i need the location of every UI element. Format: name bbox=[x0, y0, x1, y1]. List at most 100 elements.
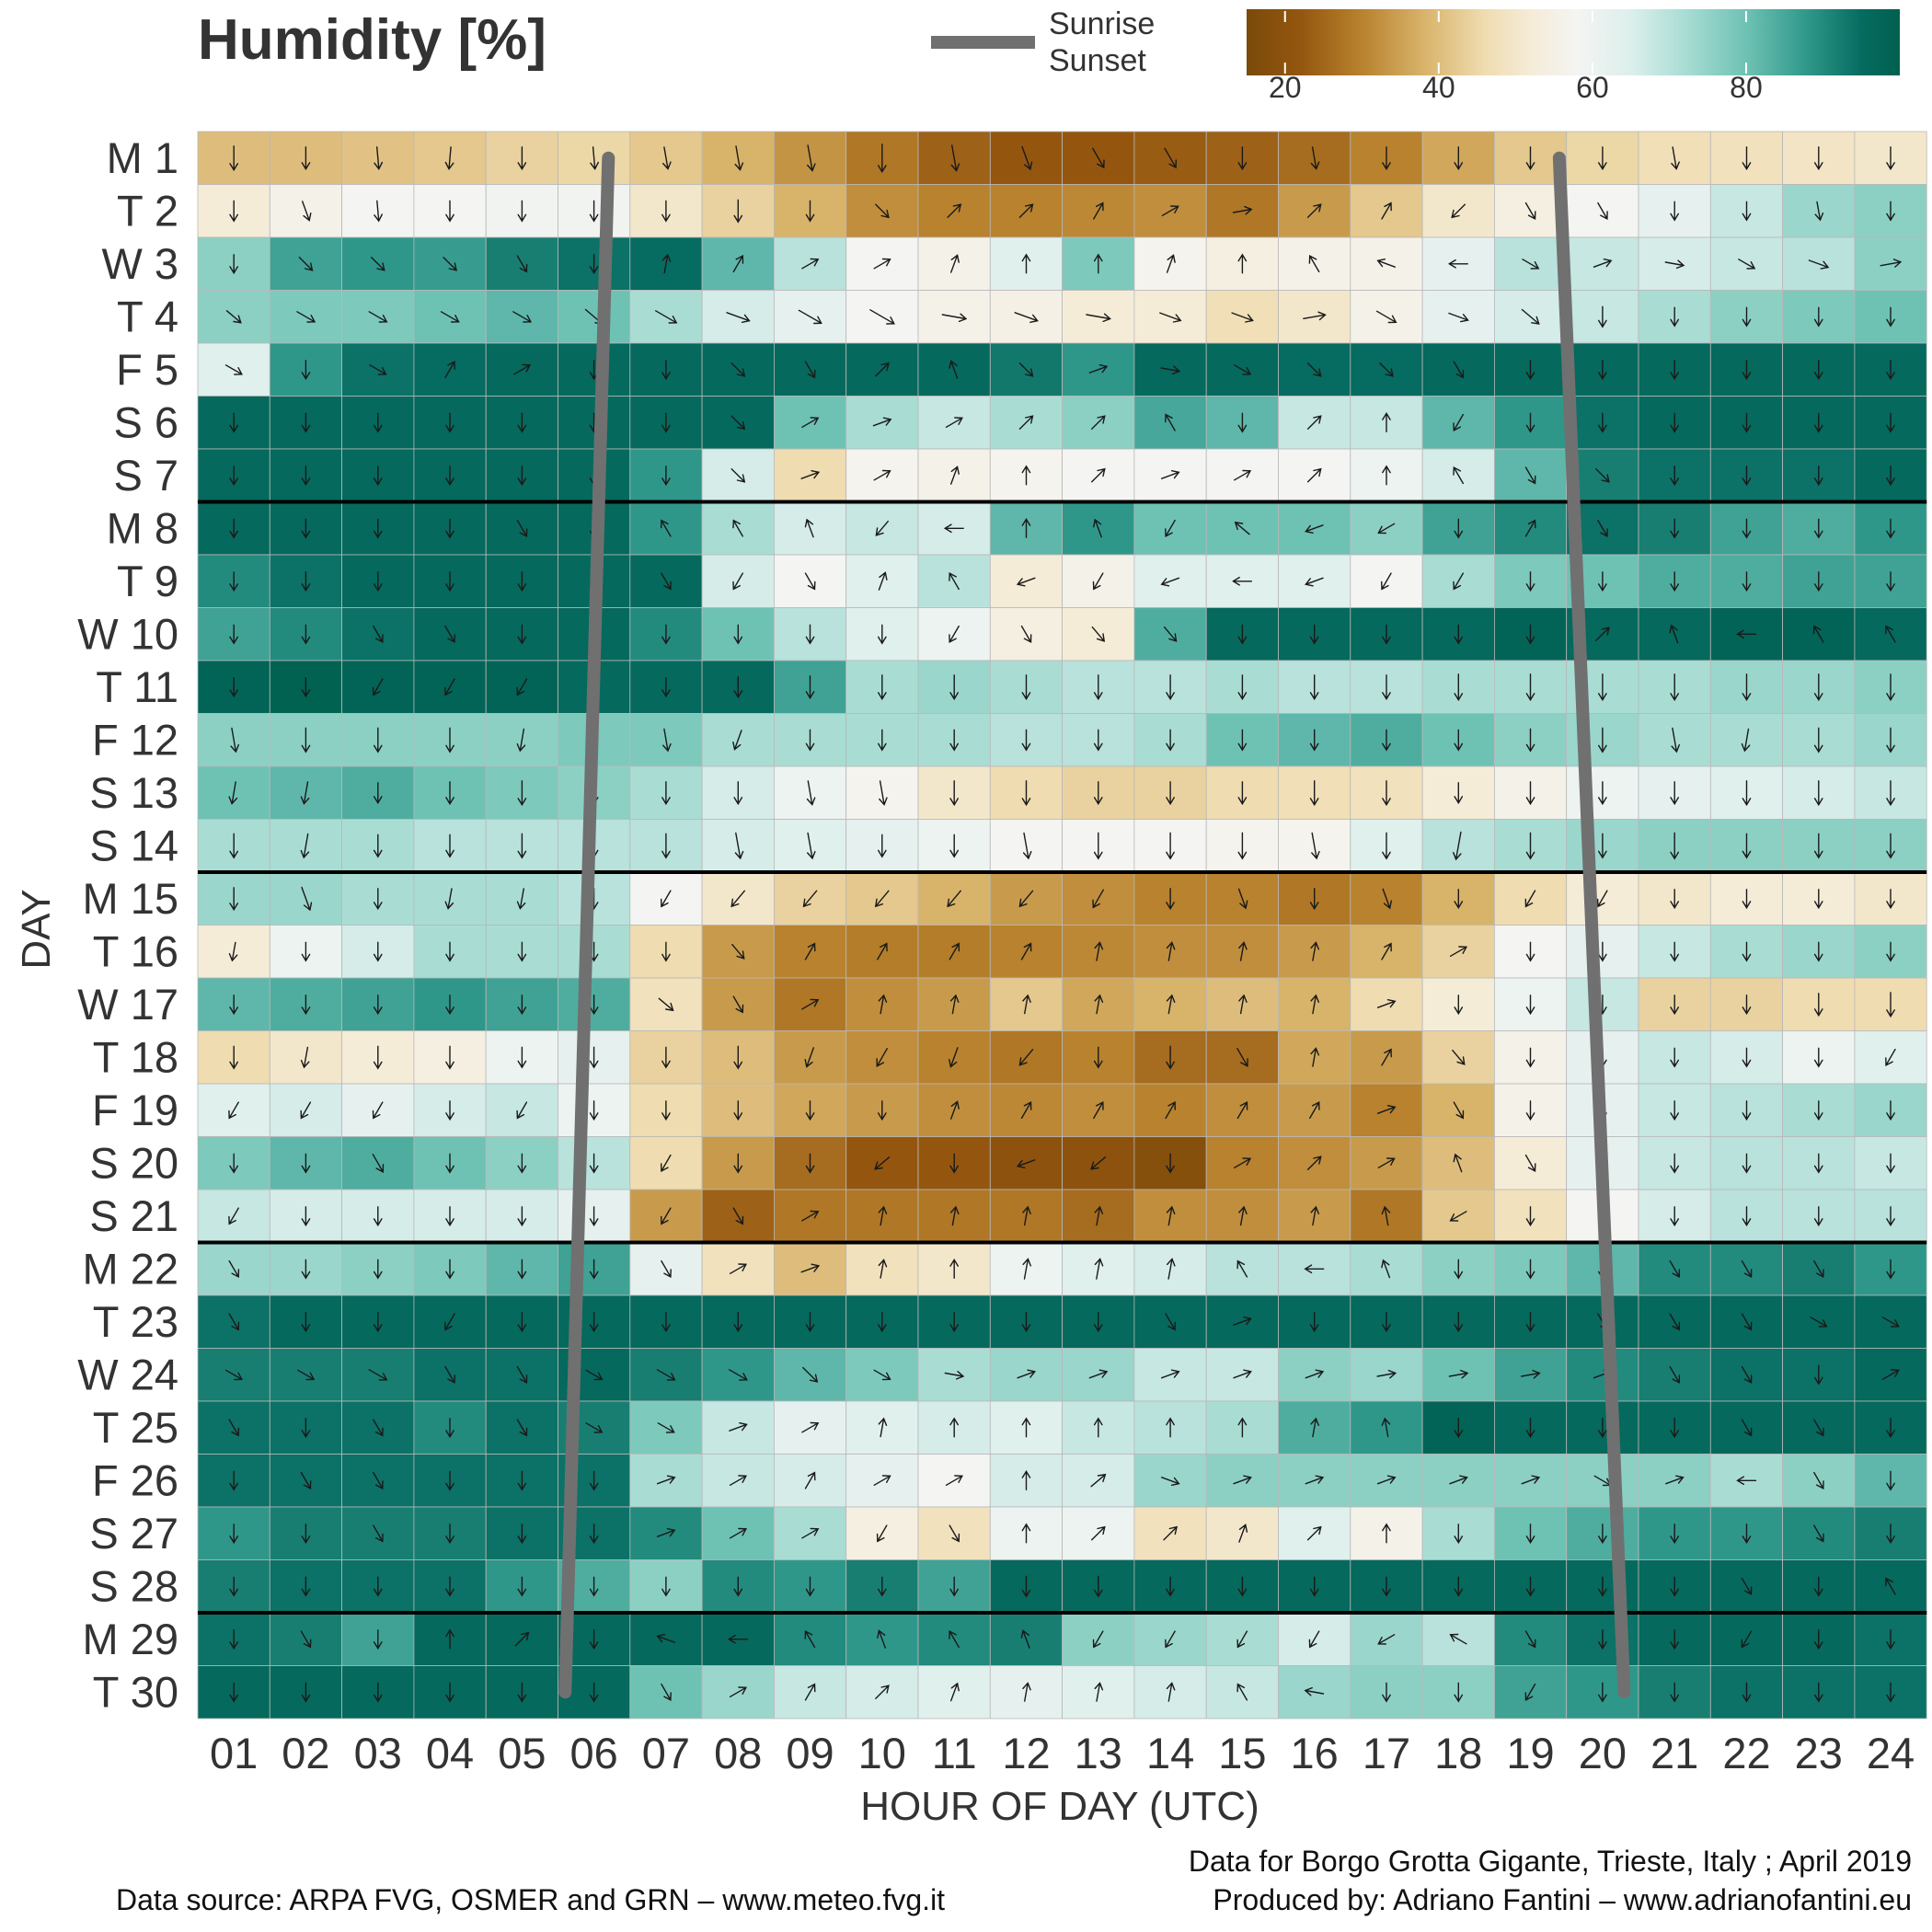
wind-arrow bbox=[1598, 412, 1607, 433]
wind-arrow bbox=[661, 1312, 671, 1333]
wind-arrow bbox=[1524, 466, 1536, 485]
wind-arrow bbox=[945, 417, 963, 428]
wind-arrow bbox=[444, 1365, 455, 1385]
wind-arrow bbox=[1233, 1475, 1252, 1485]
wind-arrow bbox=[301, 571, 311, 592]
wind-arrow bbox=[1598, 146, 1607, 171]
wind-arrow bbox=[1237, 253, 1248, 274]
wind-arrow bbox=[445, 1524, 454, 1545]
wind-arrow bbox=[301, 1259, 311, 1280]
wind-arrow bbox=[1021, 1312, 1031, 1333]
wind-arrow bbox=[1886, 1259, 1895, 1280]
wind-arrow bbox=[1524, 1154, 1536, 1173]
wind-arrow bbox=[301, 1153, 311, 1174]
wind-arrow bbox=[1091, 1525, 1106, 1541]
wind-arrow bbox=[1665, 1475, 1685, 1485]
wind-arrow bbox=[1886, 1206, 1895, 1227]
wind-arrow bbox=[1308, 254, 1320, 273]
wind-arrow bbox=[1742, 1206, 1752, 1227]
wind-arrow bbox=[301, 466, 311, 487]
heatmap-cell bbox=[269, 236, 342, 291]
wind-arrow bbox=[373, 1312, 383, 1333]
wind-arrow bbox=[1670, 941, 1679, 962]
wind-arrow bbox=[950, 144, 960, 172]
wind-arrow bbox=[1521, 1475, 1541, 1485]
wind-arrow bbox=[1161, 470, 1180, 479]
wind-arrow bbox=[661, 572, 672, 591]
wind-arrow bbox=[949, 834, 959, 858]
wind-arrow bbox=[1670, 1153, 1679, 1174]
wind-arrow bbox=[662, 146, 672, 170]
wind-arrow bbox=[1237, 1576, 1248, 1597]
wind-arrow bbox=[1881, 1369, 1900, 1380]
wind-arrow bbox=[445, 1470, 454, 1491]
wind-arrow bbox=[1886, 1629, 1895, 1650]
wind-arrow bbox=[1237, 1417, 1248, 1438]
wind-arrow bbox=[1236, 1048, 1248, 1067]
wind-arrow bbox=[1381, 1205, 1391, 1226]
wind-arrow bbox=[228, 1419, 240, 1437]
wind-arrows bbox=[224, 144, 1903, 1703]
wind-arrow bbox=[1525, 360, 1535, 381]
y-tick-label: F 5 bbox=[116, 345, 178, 394]
x-axis-label: HOUR OF DAY (UTC) bbox=[860, 1784, 1259, 1829]
wind-arrow bbox=[373, 625, 384, 644]
wind-arrow bbox=[229, 1524, 238, 1545]
wind-arrow bbox=[1886, 1682, 1895, 1703]
wind-arrow bbox=[373, 1206, 383, 1227]
wind-arrow bbox=[1382, 624, 1391, 645]
wind-arrow bbox=[872, 417, 892, 427]
wind-arrow bbox=[661, 624, 671, 645]
wind-arrow bbox=[1379, 362, 1394, 377]
wind-arrow bbox=[1305, 577, 1324, 587]
wind-arrow bbox=[1742, 1047, 1752, 1068]
wind-arrow bbox=[949, 1629, 960, 1649]
y-tick-label: W 3 bbox=[101, 239, 178, 288]
wind-arrow bbox=[1233, 1317, 1252, 1326]
wind-arrow bbox=[1021, 674, 1031, 701]
wind-arrow bbox=[1813, 306, 1823, 328]
wind-arrow bbox=[373, 834, 383, 858]
wind-arrow bbox=[228, 1313, 240, 1331]
wind-arrow bbox=[1166, 729, 1175, 752]
wind-arrow bbox=[729, 1263, 748, 1274]
x-tick-label: 05 bbox=[498, 1729, 546, 1777]
wind-arrow bbox=[1670, 1206, 1679, 1227]
wind-arrow bbox=[661, 1100, 671, 1121]
wind-arrow bbox=[1022, 1205, 1031, 1226]
wind-arrow bbox=[1598, 1418, 1607, 1439]
heatmap-cell bbox=[989, 236, 1064, 291]
wind-arrow bbox=[1813, 1206, 1823, 1227]
wind-arrow bbox=[1376, 1105, 1397, 1114]
wind-arrow bbox=[1166, 1682, 1176, 1702]
wind-arrow bbox=[801, 1421, 820, 1433]
wind-arrow bbox=[950, 254, 960, 273]
wind-arrow bbox=[1016, 577, 1036, 587]
wind-arrow bbox=[1453, 361, 1465, 379]
wind-arrow bbox=[1167, 1258, 1176, 1280]
wind-arrow bbox=[1166, 781, 1175, 806]
wind-arrow bbox=[1886, 780, 1895, 807]
wind-arrow bbox=[732, 730, 742, 751]
y-tick-label: T 9 bbox=[117, 557, 178, 605]
wind-arrow bbox=[732, 572, 743, 591]
wind-arrow bbox=[1311, 832, 1320, 860]
wind-arrow bbox=[228, 1207, 239, 1225]
heatmap-cell bbox=[269, 977, 342, 1031]
wind-arrow bbox=[445, 571, 454, 592]
wind-arrow bbox=[300, 781, 310, 805]
wind-arrow bbox=[585, 1422, 604, 1433]
wind-arrow bbox=[1237, 146, 1248, 171]
colorbar-tick-label: 20 bbox=[1269, 71, 1302, 104]
wind-arrow bbox=[1886, 1470, 1895, 1491]
wind-arrow bbox=[1233, 1369, 1252, 1379]
wind-arrow bbox=[1093, 729, 1103, 752]
wind-arrow bbox=[1093, 674, 1103, 701]
wind-arrow bbox=[878, 729, 887, 752]
wind-arrow bbox=[228, 1259, 240, 1279]
wind-arrow bbox=[732, 1207, 744, 1225]
wind-arrow bbox=[373, 995, 383, 1016]
wind-arrow bbox=[445, 1259, 454, 1280]
wind-arrow bbox=[230, 727, 239, 753]
wind-arrow bbox=[1886, 992, 1895, 1018]
